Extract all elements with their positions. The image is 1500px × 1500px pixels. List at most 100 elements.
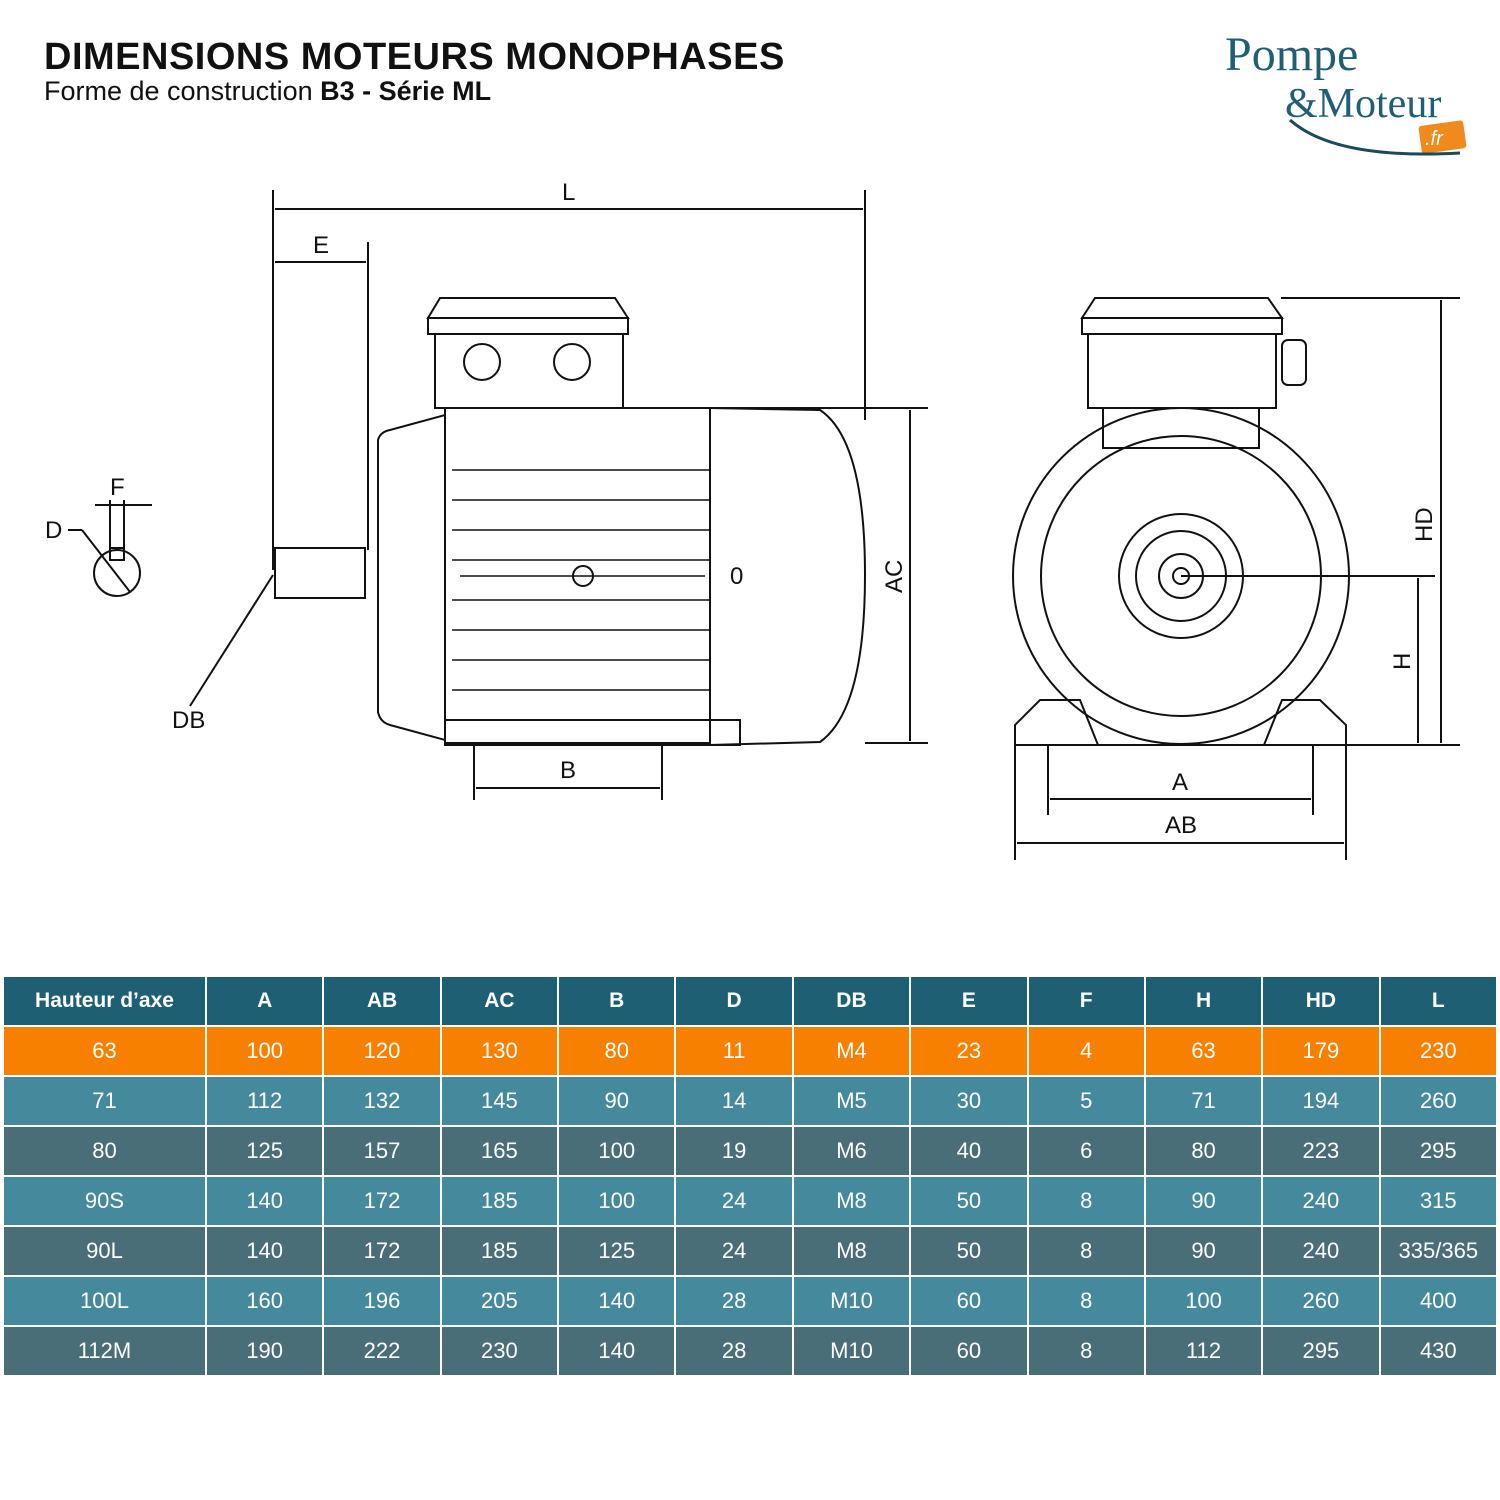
label-AC: AC xyxy=(881,560,908,593)
table-cell: 24 xyxy=(674,1225,794,1277)
label-A: A xyxy=(1172,769,1188,796)
table-cell: 165 xyxy=(439,1125,560,1177)
table-cell: 140 xyxy=(204,1175,325,1227)
table-cell: 140 xyxy=(557,1325,677,1377)
table-cell: 132 xyxy=(322,1075,442,1127)
table-cell: 50 xyxy=(909,1175,1029,1227)
table-cell: 80 xyxy=(2,1125,207,1177)
table-cell: M8 xyxy=(791,1225,912,1277)
table-cell: 112M xyxy=(2,1325,207,1377)
table-cell: 90 xyxy=(557,1075,677,1127)
table-row: 71 112 132 145 90 14 M5 30 5 71 194 260 xyxy=(2,1075,1499,1127)
table-cell: 100 xyxy=(204,1025,325,1077)
label-HD: HD xyxy=(1411,507,1438,542)
svg-text:.fr: .fr xyxy=(1425,128,1444,150)
table-cell: 260 xyxy=(1261,1275,1381,1327)
table-cell: 194 xyxy=(1261,1075,1381,1127)
table-cell: 11 xyxy=(674,1025,794,1077)
table-cell: 430 xyxy=(1378,1325,1499,1377)
label-L: L xyxy=(562,179,575,206)
table-cell: 30 xyxy=(909,1075,1029,1127)
table-cell: 90S xyxy=(2,1175,207,1227)
table-cell: 120 xyxy=(322,1025,442,1077)
table-cell: 196 xyxy=(322,1275,442,1327)
table-cell: M6 xyxy=(791,1125,912,1177)
table-cell: M10 xyxy=(791,1275,912,1327)
label-F: F xyxy=(110,474,125,501)
column-header: F xyxy=(1026,975,1146,1027)
column-header: H xyxy=(1143,975,1264,1027)
label-O: 0 xyxy=(730,563,743,590)
table-row: 112M 190 222 230 140 28 M10 60 8 112 295 430 xyxy=(2,1325,1499,1377)
table-cell: 230 xyxy=(439,1325,560,1377)
table-cell: 71 xyxy=(2,1075,207,1127)
brand-logo: Pompe &Moteur .fr xyxy=(1225,28,1467,156)
column-header: AC xyxy=(439,975,560,1027)
table-cell: 63 xyxy=(1143,1025,1264,1077)
table-cell: 125 xyxy=(204,1125,325,1177)
table-cell: 160 xyxy=(204,1275,325,1327)
table-cell: 100 xyxy=(1143,1275,1264,1327)
table-cell: M10 xyxy=(791,1325,912,1377)
table-cell: 24 xyxy=(674,1175,794,1227)
table-cell: 179 xyxy=(1261,1025,1381,1077)
table-cell: 8 xyxy=(1026,1175,1146,1227)
label-B: B xyxy=(560,757,576,784)
table-cell: 335/365 xyxy=(1378,1225,1499,1277)
table-cell: 100L xyxy=(2,1275,207,1327)
label-E: E xyxy=(313,232,329,259)
table-cell: 315 xyxy=(1378,1175,1499,1227)
table-cell: 190 xyxy=(204,1325,325,1377)
table-cell: 295 xyxy=(1378,1125,1499,1177)
column-header: Hauteur d’axe xyxy=(2,975,207,1027)
table-cell: 205 xyxy=(439,1275,560,1327)
table-cell: 80 xyxy=(557,1025,677,1077)
table-cell: 185 xyxy=(439,1175,560,1227)
table-cell: 100 xyxy=(557,1125,677,1177)
table-cell: 90 xyxy=(1143,1225,1264,1277)
column-header: DB xyxy=(791,975,912,1027)
table-cell: 60 xyxy=(909,1325,1029,1377)
table-row: 90L 140 172 185 125 24 M8 50 8 90 240 335/365 xyxy=(2,1225,1499,1277)
svg-text:&Moteur: &Moteur xyxy=(1285,81,1441,127)
table-cell: 145 xyxy=(439,1075,560,1127)
table-cell: 90 xyxy=(1143,1175,1264,1227)
table-cell: 240 xyxy=(1261,1225,1381,1277)
table-cell: 172 xyxy=(322,1175,442,1227)
table-cell: 19 xyxy=(674,1125,794,1177)
table-cell: 28 xyxy=(674,1325,794,1377)
table-cell: 400 xyxy=(1378,1275,1499,1327)
table-cell: 40 xyxy=(909,1125,1029,1177)
table-cell: 100 xyxy=(557,1175,677,1227)
table-cell: 223 xyxy=(1261,1125,1381,1177)
table-cell: 14 xyxy=(674,1075,794,1127)
table-cell: 80 xyxy=(1143,1125,1264,1177)
table-cell: M5 xyxy=(791,1075,912,1127)
table-cell: 140 xyxy=(557,1275,677,1327)
table-cell: 260 xyxy=(1378,1075,1499,1127)
label-H: H xyxy=(1389,653,1416,670)
column-header: L xyxy=(1378,975,1499,1027)
table-cell: 5 xyxy=(1026,1075,1146,1127)
table-row: 80 125 157 165 100 19 M6 40 6 80 223 295 xyxy=(2,1125,1499,1177)
table-cell: 157 xyxy=(322,1125,442,1177)
subtitle-text: Forme de construction xyxy=(44,76,321,106)
table-cell: 23 xyxy=(909,1025,1029,1077)
table-row: 100L 160 196 205 140 28 M10 60 8 100 260 400 xyxy=(2,1275,1499,1327)
label-D: D xyxy=(45,517,62,544)
table-cell: 125 xyxy=(557,1225,677,1277)
table-cell: M4 xyxy=(791,1025,912,1077)
table-cell: 140 xyxy=(204,1225,325,1277)
table-cell: 295 xyxy=(1261,1325,1381,1377)
table-cell: 4 xyxy=(1026,1025,1146,1077)
table-cell: 112 xyxy=(1143,1325,1264,1377)
table-cell: 172 xyxy=(322,1225,442,1277)
table-cell: 112 xyxy=(204,1075,325,1127)
column-header: D xyxy=(674,975,794,1027)
svg-text:Pompe: Pompe xyxy=(1225,28,1358,81)
table-cell: 240 xyxy=(1261,1175,1381,1227)
subtitle-series: B3 - Série ML xyxy=(320,76,492,106)
table-cell: 71 xyxy=(1143,1075,1264,1127)
table-cell: 8 xyxy=(1026,1275,1146,1327)
table-cell: 130 xyxy=(439,1025,560,1077)
